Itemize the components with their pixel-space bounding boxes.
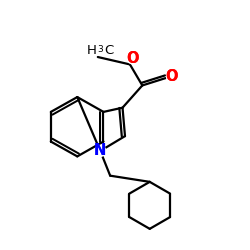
Text: N: N bbox=[94, 144, 106, 158]
Circle shape bbox=[127, 53, 138, 64]
Text: C: C bbox=[104, 44, 113, 57]
Text: O: O bbox=[126, 51, 139, 66]
Text: O: O bbox=[126, 51, 139, 66]
Circle shape bbox=[95, 146, 106, 156]
Text: 3: 3 bbox=[98, 45, 103, 54]
Text: O: O bbox=[166, 69, 178, 84]
Text: N: N bbox=[94, 144, 106, 158]
Text: H: H bbox=[87, 44, 97, 57]
Circle shape bbox=[166, 71, 177, 82]
Text: O: O bbox=[166, 69, 178, 84]
